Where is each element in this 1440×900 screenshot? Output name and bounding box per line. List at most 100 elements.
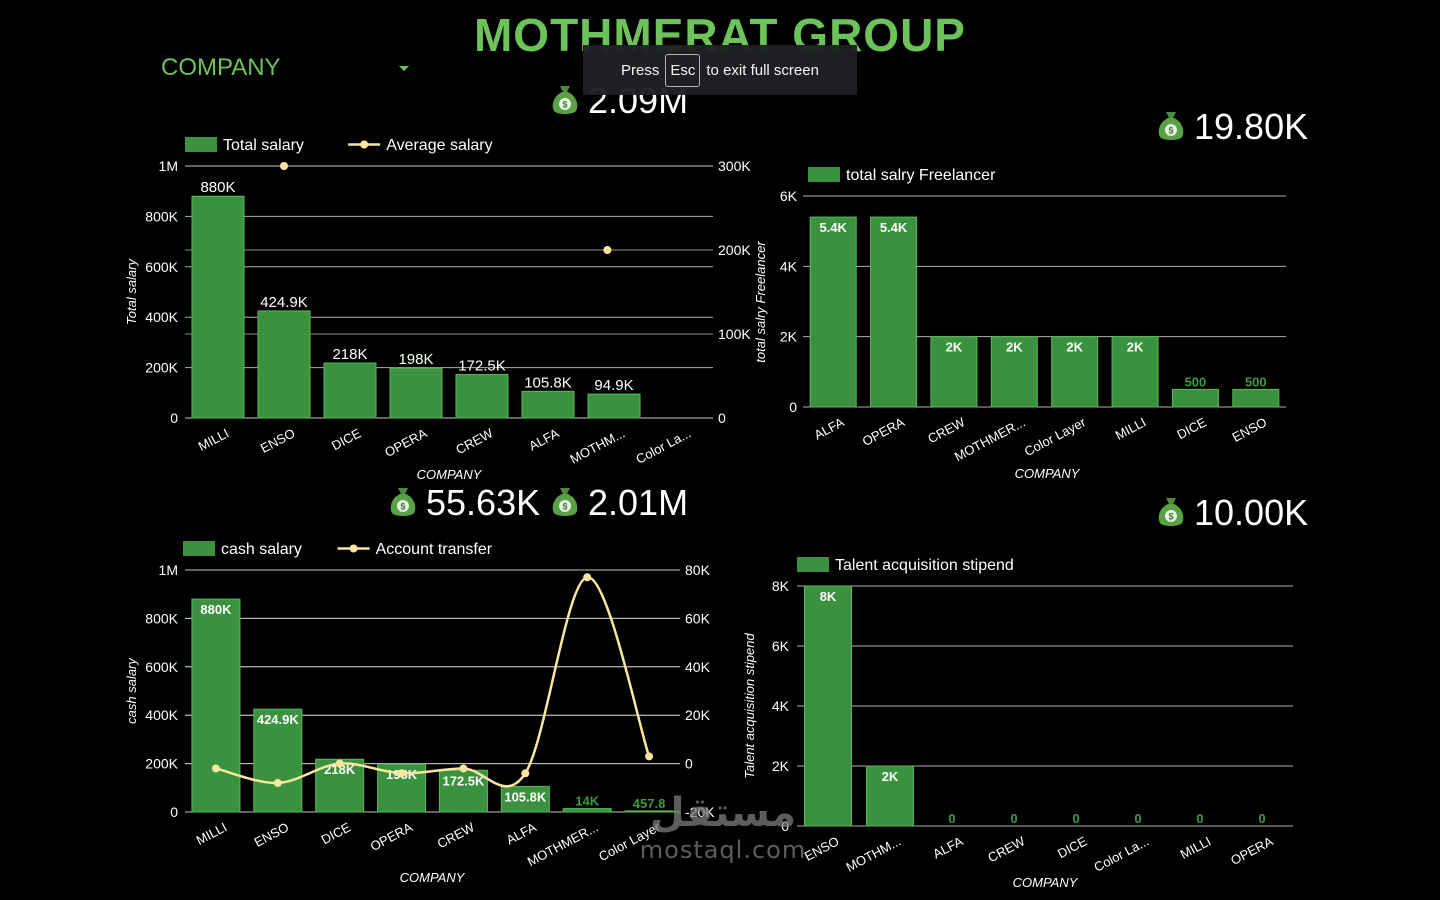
legend-swatch-bar (185, 137, 217, 152)
money-bag-icon: $ (550, 82, 580, 121)
chevron-down-icon (399, 65, 409, 71)
money-bag-icon: $ (388, 484, 418, 523)
bar-data-label: 424.9K (257, 712, 300, 727)
bar-data-label: 5.4K (880, 220, 908, 235)
bar (1232, 388, 1280, 408)
bar (253, 708, 303, 813)
bar (587, 393, 641, 419)
x-axis-label: COMPANY (417, 467, 483, 482)
account-transfer-point (583, 573, 592, 582)
bar (191, 195, 245, 419)
svg-text:$: $ (1168, 125, 1173, 135)
y-axis-label: cash salary (124, 657, 139, 724)
y-tick-label: 200K (145, 360, 178, 376)
bar-data-label: 2K (1066, 340, 1083, 355)
kpi-freelancer-value: 19.80K (1194, 106, 1309, 147)
kpi-cash-salary-value: 2.01M (588, 482, 689, 523)
average-salary-point (603, 246, 612, 254)
legend-label: cash salary (221, 541, 302, 558)
x-tick-label: MOTHM... (843, 833, 903, 874)
bar (624, 810, 674, 813)
bar-data-label: 0 (1196, 811, 1203, 826)
y-tick-label: 6K (772, 638, 790, 654)
y-right-tick-label: 0 (718, 410, 726, 426)
watermark-arabic: مستقل (649, 790, 797, 836)
y-tick-label: 600K (145, 259, 178, 275)
x-axis-label: COMPANY (1013, 875, 1079, 890)
y-axis-label: total salry Freelancer (753, 241, 768, 363)
bar-data-label: 2K (882, 769, 899, 784)
bar (455, 374, 509, 419)
bar-data-label: 2K (1006, 340, 1023, 355)
y-right-tick-label: 200K (718, 242, 751, 258)
y-tick-label: 4K (780, 258, 798, 274)
money-bag-icon: $ (1156, 108, 1186, 147)
legend-label: Average salary (386, 137, 492, 154)
bar-data-label: 0 (1258, 811, 1265, 826)
bar-data-label: 0 (1010, 811, 1017, 826)
svg-text:$: $ (1168, 511, 1173, 521)
esc-key: Esc (665, 53, 701, 87)
bar (809, 216, 857, 408)
bar-data-label: 424.9K (260, 294, 308, 311)
legend-label: total salry Freelancer (846, 167, 996, 184)
bar-data-label: 457.8 (633, 796, 666, 811)
money-bag-icon: $ (1156, 494, 1186, 533)
y-tick-label: 1M (159, 562, 178, 578)
bar (562, 808, 612, 813)
kpi-cash-salary: $ 2.01M (550, 482, 688, 524)
y-right-tick-label: -20K (685, 804, 715, 820)
bar-data-label: 880K (200, 179, 235, 196)
legend-swatch-bar (183, 541, 215, 556)
kpi-freelancer: $ 19.80K (1156, 106, 1308, 148)
company-filter-dropdown[interactable]: COMPANY (161, 52, 413, 84)
bar (521, 390, 575, 419)
x-tick-label: OPERA (1228, 833, 1276, 868)
bar (389, 367, 443, 419)
kpi-account-transfer: $ 55.63K (388, 482, 540, 524)
bar-data-label: 105.8K (504, 789, 547, 804)
watermark-latin: mostaql.com (639, 836, 807, 864)
legend-swatch-bar (808, 167, 840, 182)
kpi-account-transfer-value: 55.63K (426, 482, 541, 523)
y-tick-label: 2K (780, 329, 798, 345)
bar-data-label: 2K (946, 340, 963, 355)
y-tick-label: 2K (772, 758, 790, 774)
account-transfer-point (335, 759, 344, 768)
company-filter-label: COMPANY (161, 54, 281, 81)
y-tick-label: 1M (159, 158, 178, 174)
y-right-tick-label: 100K (718, 326, 751, 342)
bar (930, 336, 978, 408)
legend-swatch-bar (797, 557, 829, 572)
svg-text:$: $ (400, 501, 405, 511)
legend-label: Account transfer (376, 541, 493, 558)
y-right-tick-label: 300K (718, 158, 751, 174)
legend-label: Talent acquisition stipend (835, 557, 1014, 574)
account-transfer-point (521, 769, 530, 778)
y-tick-label: 0 (170, 804, 178, 820)
legend-swatch-dot (349, 544, 358, 553)
y-right-tick-label: 40K (685, 659, 711, 675)
kpi-talent-stipend: $ 10.00K (1156, 492, 1308, 534)
y-tick-label: 200K (145, 756, 178, 772)
toast-rest-text: to exit full screen (706, 61, 819, 79)
bar (990, 336, 1038, 408)
account-transfer-point (397, 769, 406, 778)
bar-data-label: 0 (948, 811, 955, 826)
x-tick-label: MILLI (1178, 833, 1214, 862)
x-tick-label: Color La... (1091, 833, 1151, 874)
bar-data-label: 94.9K (594, 377, 633, 394)
y-tick-label: 0 (789, 399, 797, 415)
x-axis-label: COMPANY (400, 870, 466, 885)
account-transfer-point (211, 764, 220, 773)
bar (500, 785, 550, 813)
bar-data-label: 0 (1134, 811, 1141, 826)
x-tick-label: DICE (1055, 833, 1090, 861)
bar (323, 362, 377, 419)
account-transfer-point (273, 778, 282, 787)
toast-press-text: Press (621, 61, 660, 79)
